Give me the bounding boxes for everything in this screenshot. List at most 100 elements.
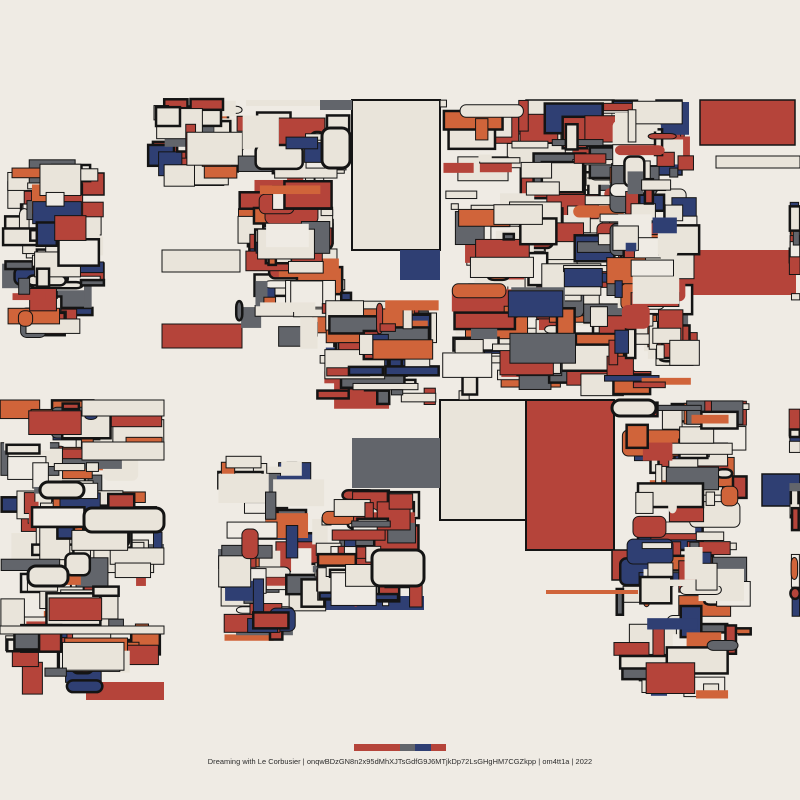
block <box>641 377 691 385</box>
block <box>283 179 333 210</box>
block <box>57 238 101 267</box>
block <box>662 579 728 587</box>
block <box>788 428 800 439</box>
block <box>339 291 353 302</box>
block <box>631 100 683 125</box>
block <box>443 162 474 173</box>
block <box>12 293 46 301</box>
block <box>316 552 358 567</box>
block <box>453 311 517 331</box>
block <box>511 140 549 149</box>
block <box>668 493 677 514</box>
block <box>13 632 41 651</box>
block <box>61 641 125 671</box>
block <box>45 191 65 207</box>
block <box>520 161 553 179</box>
block <box>48 597 103 622</box>
block <box>645 662 696 695</box>
block <box>621 304 650 329</box>
block <box>788 205 800 232</box>
block <box>54 215 87 241</box>
palette-swatch <box>430 744 446 751</box>
block <box>704 400 712 412</box>
block <box>643 177 655 205</box>
block <box>352 438 440 488</box>
block <box>21 661 43 695</box>
block <box>316 389 350 400</box>
block <box>44 667 67 677</box>
block <box>790 557 799 580</box>
block <box>254 143 304 171</box>
block <box>696 690 729 699</box>
block <box>273 479 325 507</box>
block <box>790 293 800 301</box>
block <box>242 115 279 148</box>
block <box>30 506 86 529</box>
block <box>376 389 391 406</box>
block <box>364 502 374 520</box>
block <box>241 528 259 560</box>
block <box>788 440 800 453</box>
block <box>507 290 564 318</box>
block <box>161 323 243 349</box>
block <box>715 155 800 169</box>
block <box>525 399 615 551</box>
block <box>163 164 195 187</box>
block <box>459 104 524 118</box>
block <box>652 217 677 234</box>
block <box>320 208 334 217</box>
block <box>563 267 603 288</box>
palette-swatch <box>354 744 370 751</box>
block <box>259 185 321 195</box>
block <box>469 256 534 278</box>
block <box>790 506 800 532</box>
block <box>614 329 629 354</box>
block <box>669 339 700 366</box>
block <box>439 99 447 108</box>
block <box>385 300 439 311</box>
block <box>613 642 650 656</box>
block <box>677 155 694 171</box>
block <box>246 100 322 106</box>
block <box>320 100 352 110</box>
block <box>641 179 672 191</box>
block <box>64 552 92 577</box>
block <box>225 455 262 469</box>
block <box>65 679 104 694</box>
block <box>502 232 516 241</box>
block <box>0 598 25 628</box>
block <box>665 646 729 675</box>
block <box>82 506 166 534</box>
block <box>384 365 440 377</box>
block <box>439 399 527 521</box>
block <box>479 162 512 173</box>
block <box>630 259 675 277</box>
block <box>689 130 697 161</box>
block <box>635 491 654 514</box>
block <box>589 306 608 327</box>
block <box>451 283 507 299</box>
block <box>695 531 725 541</box>
block <box>285 136 319 150</box>
block <box>79 278 106 287</box>
block <box>475 118 489 141</box>
block <box>788 256 800 276</box>
block <box>564 123 579 151</box>
block <box>81 441 165 461</box>
block <box>351 99 441 251</box>
block <box>450 203 459 210</box>
block <box>39 163 82 196</box>
block <box>632 515 667 538</box>
palette-swatch <box>399 744 416 751</box>
block <box>493 204 543 225</box>
block <box>445 190 478 200</box>
block <box>684 546 703 580</box>
block <box>152 531 163 549</box>
block <box>53 463 86 472</box>
block <box>252 578 265 613</box>
block <box>625 423 649 450</box>
block <box>264 491 277 520</box>
block <box>262 577 299 586</box>
block <box>632 276 680 304</box>
block <box>38 480 86 500</box>
